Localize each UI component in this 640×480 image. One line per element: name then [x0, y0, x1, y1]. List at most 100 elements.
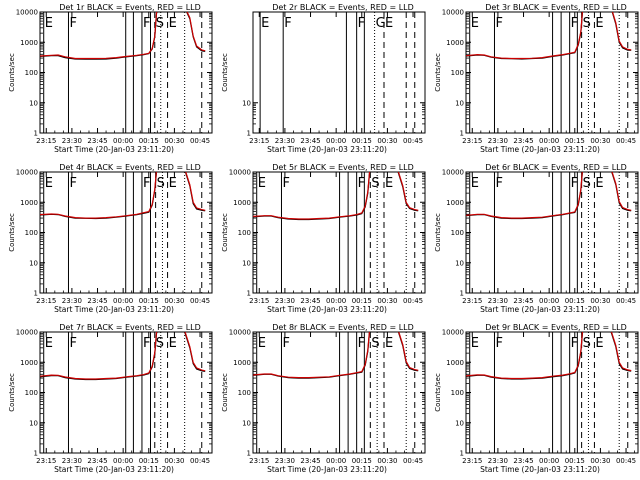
marker-letter: F — [571, 16, 578, 31]
y-tick-label: 1000 — [446, 359, 464, 367]
panel-det-9: Det 9r BLACK = Events, RED = LLD 1 10 100 10… — [434, 323, 639, 474]
x-tick-label: 00:30 — [164, 137, 184, 145]
plot-frame — [465, 11, 639, 134]
y-tick-label: 100 — [451, 389, 464, 397]
x-tick-label: 00:30 — [590, 457, 610, 465]
marker-letter: E — [169, 176, 177, 191]
x-tick-label: 23:45 — [87, 137, 107, 145]
y-tick-label: 100 — [25, 69, 38, 77]
x-tick-label: 23:15 — [249, 297, 269, 305]
x-tick-label: 23:45 — [513, 137, 533, 145]
marker-letter: F — [495, 176, 502, 191]
y-tick-label: 10000 — [229, 169, 251, 177]
x-tick-label: 00:15 — [352, 457, 372, 465]
y-tick-label: 1 — [460, 450, 464, 458]
y-tick-label: 10 — [29, 259, 38, 267]
x-tick-label: 00:45 — [403, 457, 423, 465]
x-axis-label: Start Time (20-Jan-03 23:11:20) — [267, 145, 387, 154]
marker-letter: E — [385, 336, 393, 351]
x-tick-label: 00:00 — [113, 297, 133, 305]
series-line-events — [40, 12, 206, 60]
marker-letter: F — [571, 336, 578, 351]
x-tick-label: 00:15 — [565, 457, 585, 465]
x-axis-label: Start Time (20-Jan-03 23:11:20) — [267, 305, 387, 314]
y-tick-label: 10 — [242, 259, 251, 267]
panel-det-1: Det 1r BLACK = Events, RED = LLD 1 10 100 10… — [8, 3, 213, 154]
y-tick-label: 10000 — [442, 169, 464, 177]
y-axis-label: Counts/sec — [434, 213, 442, 252]
y-tick-label: 1000 — [20, 39, 38, 47]
marker-letter: S — [156, 16, 164, 31]
y-tick-label: 100 — [238, 389, 251, 397]
series-line-events — [253, 172, 419, 221]
x-tick-label: 23:45 — [513, 457, 533, 465]
x-axis-label: Start Time (20-Jan-03 23:11:20) — [54, 465, 174, 474]
x-tick-label: 23:45 — [87, 457, 107, 465]
marker-letter: E — [258, 336, 266, 351]
x-axis-label: Start Time (20-Jan-03 23:11:20) — [480, 145, 600, 154]
y-tick-label: 1 — [247, 130, 251, 138]
x-tick-label: 23:15 — [462, 137, 482, 145]
y-axis-label: Counts/sec — [434, 373, 442, 412]
marker-letter: F — [69, 16, 76, 31]
x-tick-label: 00:45 — [616, 137, 636, 145]
x-tick-label: 23:45 — [300, 297, 320, 305]
marker-letter: E — [45, 336, 53, 351]
y-tick-label: 1000 — [446, 199, 464, 207]
x-axis-label: Start Time (20-Jan-03 23:11:20) — [54, 145, 174, 154]
marker-letter: S — [156, 336, 164, 351]
marker-letter: E — [385, 176, 393, 191]
marker-letter: E — [45, 176, 53, 191]
series-line-lld — [253, 172, 419, 220]
series-line-events — [40, 172, 206, 220]
plot-frame — [252, 11, 426, 134]
series-line-events — [466, 12, 632, 60]
marker-letter: F — [143, 176, 150, 191]
y-tick-label: 1 — [460, 290, 464, 298]
y-tick-label: 10 — [29, 99, 38, 107]
panel-det-4: Det 4r BLACK = Events, RED = LLD 1 10 100 10… — [8, 163, 213, 314]
x-axis-label: Start Time (20-Jan-03 23:11:20) — [267, 465, 387, 474]
y-tick-label: 100 — [451, 229, 464, 237]
y-tick-label: 10000 — [442, 329, 464, 337]
y-tick-label: 1 — [247, 290, 251, 298]
panel-title: Det 8r BLACK = Events, RED = LLD — [272, 323, 414, 332]
marker-letter: F — [358, 336, 365, 351]
x-tick-label: 23:15 — [36, 457, 56, 465]
plot-frame — [465, 171, 639, 294]
x-tick-label: 00:30 — [377, 457, 397, 465]
marker-letter: F — [282, 336, 289, 351]
plot-frame — [252, 331, 426, 454]
y-axis-label: Counts/sec — [8, 213, 16, 252]
plot-frame — [252, 171, 426, 294]
x-tick-label: 00:30 — [590, 297, 610, 305]
x-tick-label: 00:30 — [377, 297, 397, 305]
marker-letter: E — [261, 16, 269, 31]
marker-letter: E — [471, 336, 479, 351]
series-line-lld — [466, 332, 632, 380]
y-tick-label: 10 — [29, 419, 38, 427]
y-tick-label: 100 — [451, 69, 464, 77]
y-tick-label: 10000 — [16, 9, 38, 17]
y-tick-label: 10000 — [16, 169, 38, 177]
panel-title: Det 2r BLACK = Events, RED = LLD — [272, 3, 414, 12]
x-tick-label: 00:00 — [539, 297, 559, 305]
x-tick-label: 00:45 — [190, 297, 210, 305]
x-tick-label: 00:30 — [377, 137, 397, 145]
series-line-lld — [466, 172, 632, 219]
marker-letter: G — [376, 16, 386, 31]
panel-title: Det 5r BLACK = Events, RED = LLD — [272, 163, 414, 172]
marker-letter: F — [571, 176, 578, 191]
y-axis-label: Counts/sec — [221, 213, 229, 252]
x-tick-label: 00:00 — [326, 457, 346, 465]
marker-letter: E — [169, 336, 177, 351]
x-tick-label: 00:00 — [539, 457, 559, 465]
marker-letter: S — [583, 16, 591, 31]
x-tick-label: 23:30 — [62, 457, 82, 465]
